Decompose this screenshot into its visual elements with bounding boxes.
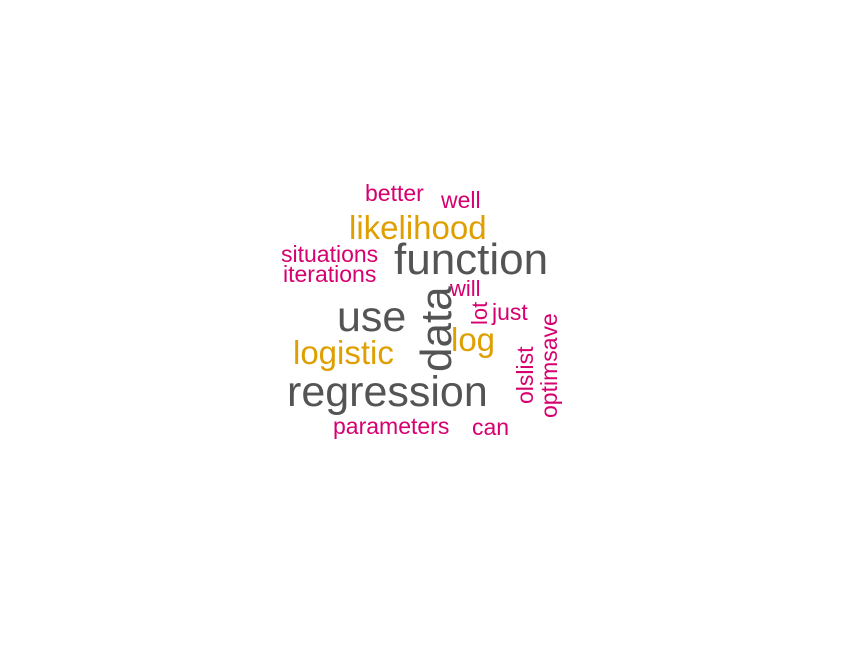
word-can: can: [472, 414, 509, 440]
word-well: well: [440, 187, 481, 213]
word-parameters: parameters: [333, 413, 449, 439]
word-use: use: [337, 293, 406, 341]
word-data: data: [412, 286, 461, 372]
word-log: log: [451, 321, 495, 358]
word-logistic: logistic: [293, 334, 394, 371]
word-optimsave: optimsave: [536, 313, 562, 418]
word-iterations: iterations: [283, 261, 376, 287]
word-regression: regression: [287, 368, 488, 416]
word-will: will: [449, 276, 481, 301]
word-likelihood: likelihood: [349, 209, 487, 246]
word-olslist: olslist: [512, 346, 538, 404]
word-situations: situations: [281, 241, 378, 267]
word-lot: lot: [467, 302, 492, 325]
word-just: just: [491, 299, 528, 325]
word-better: better: [365, 180, 424, 206]
word-function: function: [394, 235, 548, 284]
